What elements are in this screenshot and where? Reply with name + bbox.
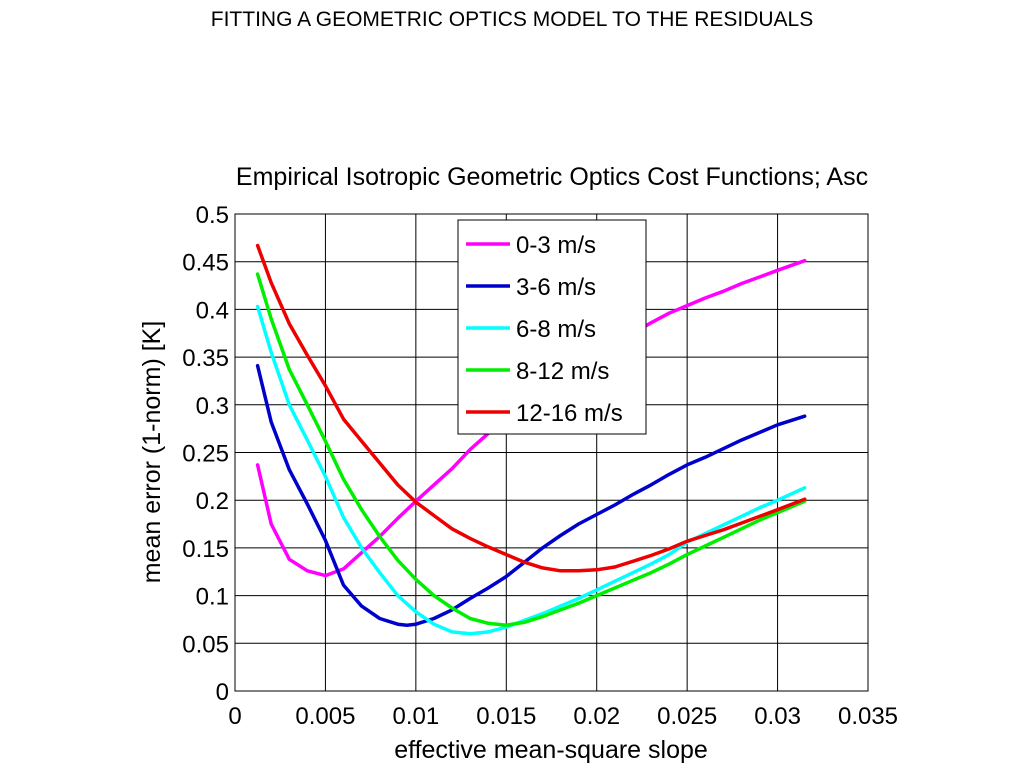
legend-label-2: 6-8 m/s — [516, 316, 596, 343]
legend-label-0: 0-3 m/s — [516, 232, 596, 259]
x-axis-ticks: 0 0.005 0.01 0.015 0.02 0.025 0.03 0.035 — [228, 703, 898, 730]
legend-label-3: 8-12 m/s — [516, 358, 609, 385]
x-tick-label: 0.03 — [754, 703, 801, 730]
y-tick-label: 0.25 — [182, 441, 229, 468]
x-tick-label: 0.035 — [838, 703, 898, 730]
y-tick-label: 0.45 — [182, 250, 229, 277]
y-tick-label: 0.4 — [196, 297, 229, 324]
series-line-3 — [255, 272, 807, 627]
x-tick-label: 0 — [228, 703, 241, 730]
y-tick-label: 0.35 — [182, 345, 229, 372]
chart-title: Empirical Isotropic Geometric Optics Cos… — [236, 163, 868, 191]
legend-label-1: 3-6 m/s — [516, 274, 596, 301]
series-line-2 — [255, 304, 807, 636]
legend: 0-3 m/s 3-6 m/s 6-8 m/s 8-12 m/s 12-16 m/s — [457, 219, 647, 435]
x-tick-label: 0.005 — [295, 703, 355, 730]
y-tick-label: 0.5 — [196, 202, 229, 229]
y-tick-label: 0.05 — [182, 631, 229, 658]
y-axis-label: mean error (1-norm) [K] — [138, 321, 166, 584]
y-axis-ticks: 0 0.05 0.1 0.15 0.2 0.25 0.3 0.35 0.4 0.45 0.5 — [182, 202, 229, 706]
x-tick-label: 0.02 — [573, 703, 620, 730]
x-axis-label: effective mean-square slope — [394, 736, 708, 764]
plot-frame — [234, 213, 869, 692]
y-tick-label: 0.3 — [196, 393, 229, 420]
y-tick-label: 0.1 — [196, 584, 229, 611]
x-tick-label: 0.01 — [392, 703, 439, 730]
y-tick-label: 0.15 — [182, 536, 229, 563]
y-tick-label: 0.2 — [196, 488, 229, 515]
series-line-4 — [255, 243, 807, 573]
series-line-1 — [255, 363, 807, 627]
x-tick-label: 0.025 — [657, 703, 717, 730]
y-tick-label: 0 — [216, 679, 229, 706]
slide-title: FITTING A GEOMETRIC OPTICS MODEL TO THE … — [210, 8, 814, 31]
legend-label-4: 12-16 m/s — [516, 400, 623, 427]
x-tick-label: 0.015 — [476, 703, 536, 730]
